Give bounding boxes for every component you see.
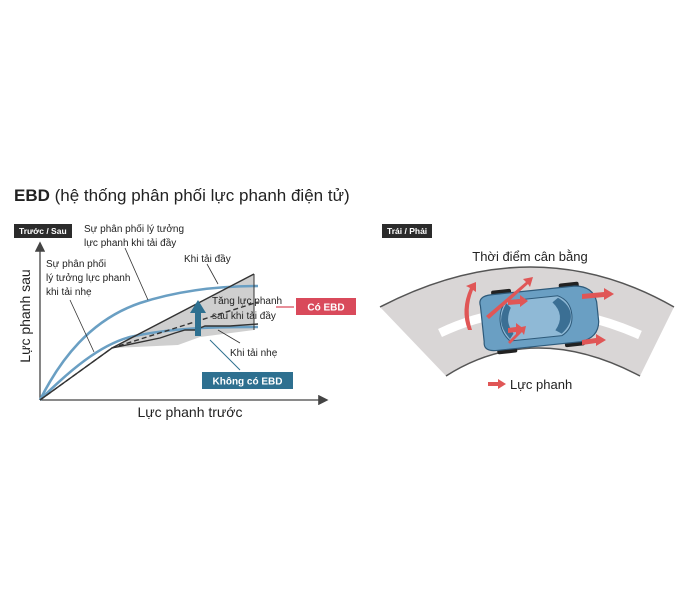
legend-arrow-icon <box>488 379 506 389</box>
right-diagram-tag: Trái / Phải <box>382 224 433 238</box>
ideal-curve-full-load <box>38 284 259 401</box>
leader-light-load <box>217 329 241 344</box>
without-ebd-label: Không có EBD <box>213 377 283 388</box>
increase-label-2: sau khi tải đầy <box>212 310 276 322</box>
with-ebd-badge <box>296 298 356 315</box>
increase-label-1: Tăng lực phanh <box>212 296 282 307</box>
ideal-light-label-2: lý tưởng lực phanh <box>46 272 130 284</box>
light-load-label: Khi tải nhẹ <box>230 348 278 359</box>
left-diagram-tag: Trước / Sau <box>14 224 72 238</box>
arrow-rotation <box>464 282 476 330</box>
brake-arrows <box>464 277 614 346</box>
increase-arrow <box>190 300 206 336</box>
without-ebd-badge <box>202 372 293 389</box>
arrow-front-outer <box>582 288 614 300</box>
page-title: EBD (hệ thống phân phối lực phanh điện t… <box>14 186 350 206</box>
leader-ideal-full <box>124 247 149 301</box>
ideal-full-label-1: Sự phân phối lý tưởng <box>84 223 184 235</box>
road-edge-outer <box>379 266 675 308</box>
full-load-label: Khi tải đầy <box>184 253 231 265</box>
arrow-rear-outer <box>508 295 528 307</box>
line-with-ebd-light <box>111 323 259 349</box>
ideal-light-label-1: Sự phân phối <box>46 258 106 270</box>
leader-without-ebd <box>209 339 241 371</box>
ideal-curve-light-load <box>39 325 259 401</box>
ideal-full-label-2: lực phanh khi tải đầy <box>84 237 176 249</box>
arrow-front-inner <box>582 334 606 346</box>
arrow-diagonal-top <box>486 277 533 319</box>
leader-ideal-light <box>69 299 95 353</box>
title-rest: (hệ thống phân phối lực phanh điện tử) <box>54 186 350 205</box>
title-bold: EBD <box>14 186 50 205</box>
arrow-diagonal-bottom <box>508 326 526 344</box>
right-diagram-title: Thời điểm cân bằng <box>472 249 587 264</box>
x-axis-label: Lực phanh trước <box>138 404 243 420</box>
ideal-light-label-3: khi tải nhẹ <box>46 287 92 298</box>
with-ebd-label: Có EBD <box>307 303 344 314</box>
legend-label: Lực phanh <box>510 377 572 392</box>
car-windshield <box>552 297 571 334</box>
y-axis-label: Lực phanh sau <box>17 269 33 362</box>
leader-full-load <box>206 263 219 285</box>
road-edge-inner <box>445 347 641 377</box>
